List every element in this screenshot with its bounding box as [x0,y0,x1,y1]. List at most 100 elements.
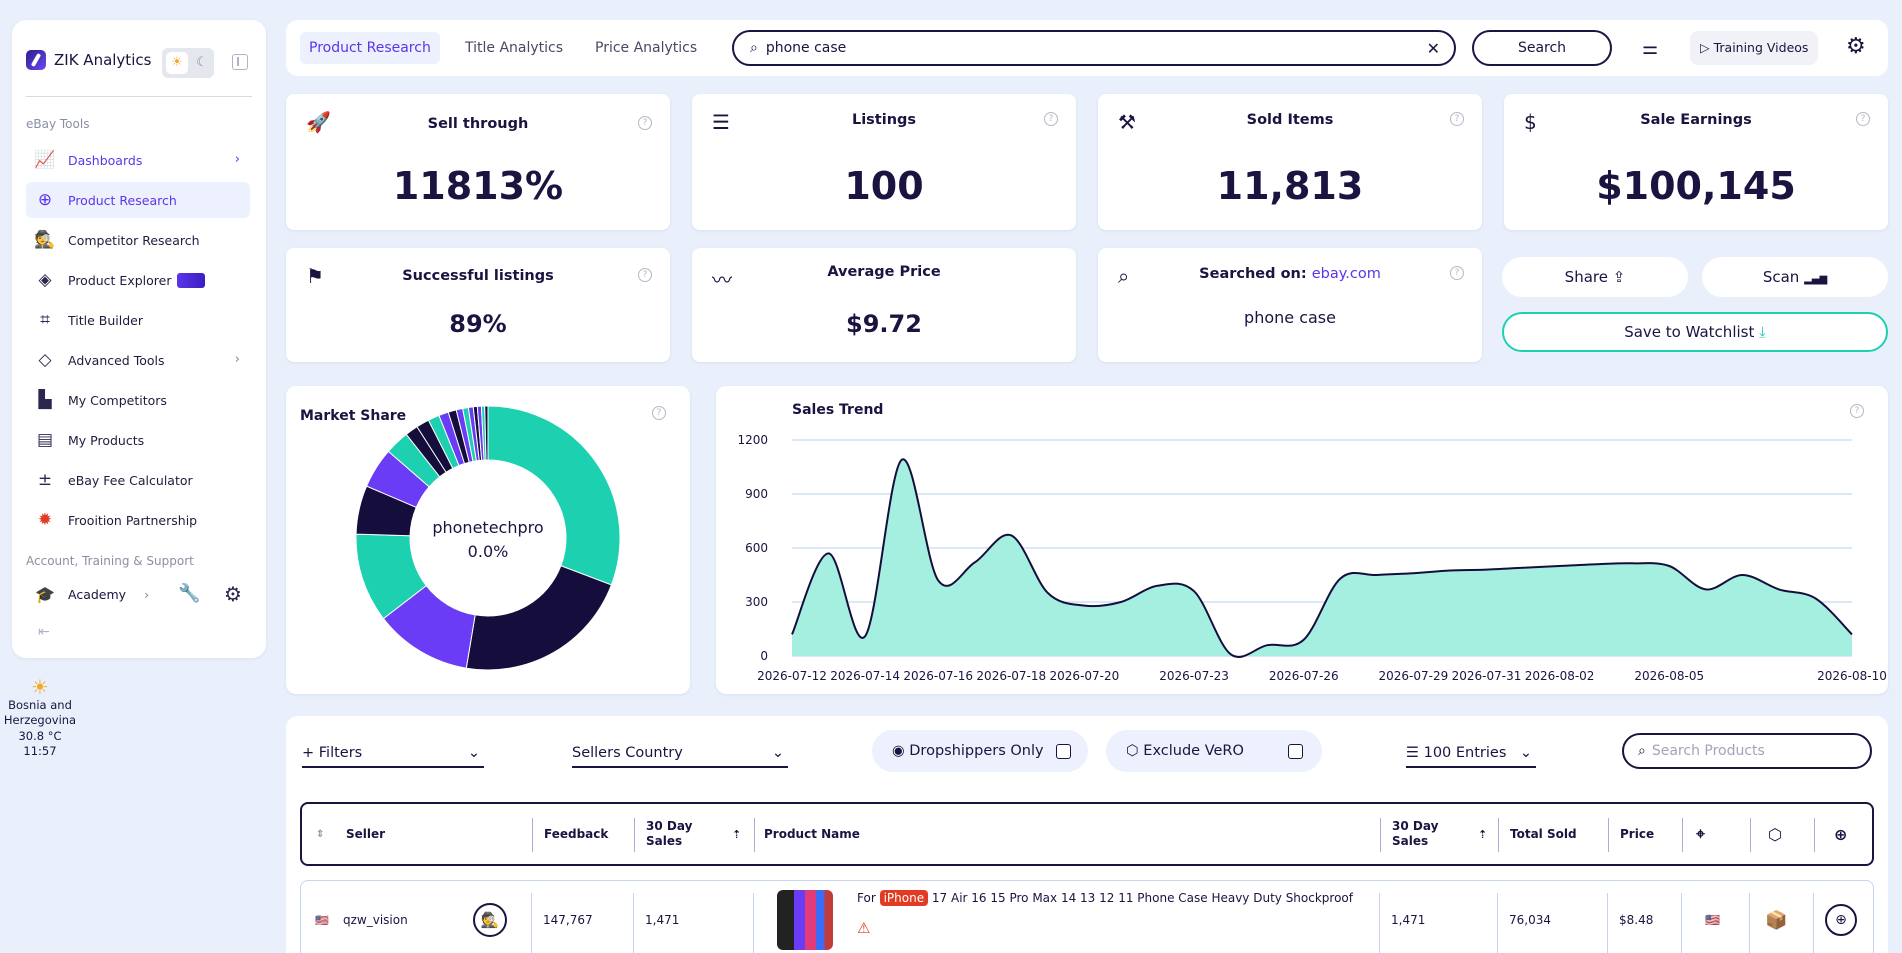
sliders-icon[interactable]: ⚌ [1642,38,1659,59]
card-value: phone case [1244,308,1336,327]
help-icon[interactable]: ? [1044,112,1058,126]
search-button[interactable]: Search [1472,30,1612,66]
theme-toggle[interactable]: ☀ ☾ [162,48,214,78]
share-button[interactable]: Share ⇪ [1502,257,1688,297]
help-icon[interactable]: ? [1856,112,1870,126]
col-30day-sales[interactable]: 30 Day Sales [646,819,693,848]
location-pin-icon[interactable]: ⌖ [1696,824,1706,843]
search-bar[interactable]: ⌕ ✕ [732,30,1456,66]
col-total-sold[interactable]: Total Sold [1510,827,1577,841]
sidebar-item-my-competitors[interactable]: ▙ My Competitors [26,382,250,418]
sidebar-item-product-research[interactable]: ⊕ Product Research [26,182,250,218]
col-30day-sales-2[interactable]: 30 Day Sales [1392,819,1439,848]
warning-icon[interactable]: ⚠ [857,919,871,937]
brand[interactable]: ZIK Analytics [26,50,151,70]
panel-title: Sales Trend [792,402,884,418]
donut-slice[interactable] [465,565,613,671]
play-icon: ▷ [1700,40,1714,55]
tab-title-analytics[interactable]: Title Analytics [465,40,564,56]
donut-slice[interactable] [484,405,489,461]
us-flag-icon: 🇺🇸 [315,913,329,927]
dropshippers-checkbox[interactable] [1056,744,1071,759]
donut-slice[interactable] [487,405,621,586]
product-title[interactable]: For iPhone 17 Air 16 15 Pro Max 14 13 12… [857,890,1353,906]
help-icon[interactable]: ? [638,116,652,130]
trend-area [792,459,1852,657]
help-icon[interactable]: ? [638,268,652,282]
spy-icon[interactable]: 🕵 [473,881,507,953]
sort-icon[interactable]: ⇕ [316,828,325,840]
exclude-vero-toggle[interactable]: ⬡ Exclude VeRO [1106,730,1322,772]
col-divider [1379,893,1380,953]
vero-checkbox[interactable] [1288,744,1303,759]
chevron-down-icon: ⌄ [771,745,784,761]
help-icon[interactable]: ? [1450,112,1464,126]
help-icon[interactable]: ? [1450,266,1464,280]
col-feedback[interactable]: Feedback [544,827,609,841]
search-products-field[interactable]: ⌕ Search Products [1622,733,1872,769]
sidebar-item-advanced-tools[interactable]: ◇ Advanced Tools › [26,342,250,378]
shipping-box-icon[interactable]: 📦 [1765,909,1788,931]
sidebar-item-frooition[interactable]: ✹ Frooition Partnership [26,502,250,538]
download-tray-icon: ⤓ [1759,323,1766,341]
logout-icon[interactable]: ⇤ [38,624,50,640]
x-tick-label: 2026-07-20 [1050,669,1120,683]
searched-site-link[interactable]: ebay.com [1311,266,1381,282]
sidebar-item-title-builder[interactable]: ⌗ Title Builder [26,302,250,338]
chevron-right-icon: › [144,586,150,602]
x-tick-label: 2026-07-26 [1269,669,1339,683]
filters-label: Filters [318,745,363,761]
analyze-button[interactable]: ⊕ [1825,881,1857,953]
diamond-icon: ◇ [38,350,52,370]
scan-button[interactable]: Scan ▂▄▆ [1702,257,1888,297]
sidebar-item-product-explorer[interactable]: ◈ Product Explorer [26,262,250,298]
vero-label: Exclude VeRO [1143,743,1244,759]
training-videos-button[interactable]: ▷ Training Videos [1690,31,1819,65]
sidebar-item-dashboards[interactable]: 📈 Dashboards › [26,142,250,178]
sellers-country-dropdown[interactable]: Sellers Country ⌄ [572,738,788,768]
settings-gear-icon[interactable]: ⚙ [1846,34,1866,59]
sales-trend-panel: Sales Trend ? 1200 900 600 300 0 2026-07-12 20… [716,386,1888,694]
wrench-icon[interactable]: 🔧 [178,583,201,604]
product-image[interactable] [777,881,833,953]
dollar-circle-icon: $ [1524,110,1537,134]
table-row[interactable]: 🇺🇸 qzw_vision 🕵 147,767 1,471 For iPhone… [300,880,1874,953]
tab-price-analytics[interactable]: Price Analytics [595,40,698,56]
save-to-watchlist-button[interactable]: Save to Watchlist ⤓ [1502,312,1888,352]
tab-product-research[interactable]: Product Research [300,32,440,64]
col-price[interactable]: Price [1620,827,1655,841]
sidebar-item-fee-calculator[interactable]: ± eBay Fee Calculator [26,462,250,498]
divider [26,96,252,97]
sidebar-item-my-products[interactable]: ▤ My Products [26,422,250,458]
chevron-right-icon: › [234,352,240,367]
col-seller[interactable]: Seller [346,827,386,841]
sidebar-item-academy[interactable]: 🎓 Academy › [26,576,250,612]
col-product-name[interactable]: Product Name [764,827,860,841]
card-successful-listings: ⚑ Successful listings ? 89% [286,248,670,362]
seller-name[interactable]: qzw_vision [343,913,408,927]
card-value: 100 [844,164,924,208]
x-tick-label: 2026-07-16 [903,669,973,683]
chevron-down-icon: ⌄ [1519,745,1532,761]
sales30-value-2: 1,471 [1391,913,1426,927]
gear-icon[interactable]: ⚙ [224,582,242,606]
help-icon[interactable]: ? [652,406,666,420]
col-divider [1749,893,1750,953]
package-icon[interactable]: ⬡ [1768,824,1782,844]
sort-up-icon[interactable]: ⇡ [732,827,742,841]
collapse-sidebar-icon[interactable] [232,54,248,70]
card-value: 11813% [392,164,564,208]
entries-dropdown[interactable]: ☰ 100 Entries ⌄ [1406,738,1536,768]
search-plus-icon[interactable]: ⊕ [1834,824,1848,844]
sort-up-icon[interactable]: ⇡ [1478,827,1488,841]
sun-icon[interactable]: ☀ [166,52,188,74]
search-input[interactable] [765,40,1427,56]
filters-dropdown[interactable]: + Filters ⌄ [302,738,484,768]
clear-icon[interactable]: ✕ [1426,38,1440,58]
frooition-logo-icon: ✹ [37,510,53,530]
sidebar-item-competitor-research[interactable]: 🕵 Competitor Research [26,222,250,258]
dropshippers-toggle[interactable]: ◉ Dropshippers Only [872,730,1088,772]
help-icon[interactable]: ? [1850,404,1864,418]
moon-icon[interactable]: ☾ [196,55,208,70]
search-products-input[interactable]: Search Products [1651,743,1765,759]
